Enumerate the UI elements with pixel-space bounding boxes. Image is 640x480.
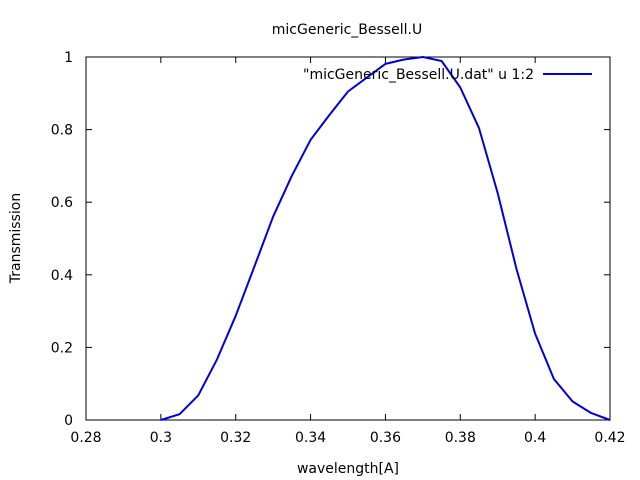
- x-tick-label: 0.3: [150, 430, 172, 446]
- x-tick-label: 0.32: [220, 430, 251, 446]
- x-tick-label: 0.42: [594, 430, 625, 446]
- x-tick-labels: 0.28 0.3 0.32 0.34 0.36 0.38 0.4 0.42: [70, 430, 625, 446]
- legend: "micGeneric_Bessell.U.dat" u 1:2: [303, 67, 592, 83]
- y-tick-label: 0.8: [51, 123, 73, 139]
- y-tick-label: 0.4: [51, 268, 73, 284]
- legend-label: "micGeneric_Bessell.U.dat" u 1:2: [303, 67, 534, 83]
- series-group: [160, 56, 611, 421]
- plot-frame: [85, 56, 611, 421]
- x-tick-label: 0.28: [70, 430, 101, 446]
- y-tick-label: 1: [64, 50, 73, 66]
- y-tick-label: 0.2: [51, 340, 73, 356]
- x-tick-label: 0.4: [524, 430, 546, 446]
- x-tick-label: 0.36: [370, 430, 401, 446]
- y-tick-label: 0.6: [51, 195, 73, 211]
- chart-title: micGeneric_Bessell.U: [272, 22, 422, 38]
- series-line: [160, 56, 611, 421]
- x-tick-label: 0.38: [445, 430, 476, 446]
- x-tick-label: 0.34: [295, 430, 326, 446]
- y-tick-label: 0: [64, 413, 73, 429]
- x-axis-label: wavelength[A]: [297, 461, 399, 477]
- y-tick-labels: 0 0.2 0.4 0.6 0.8 1: [51, 50, 73, 429]
- axis-ticks: [85, 56, 611, 421]
- y-axis-label: Transmission: [8, 193, 24, 284]
